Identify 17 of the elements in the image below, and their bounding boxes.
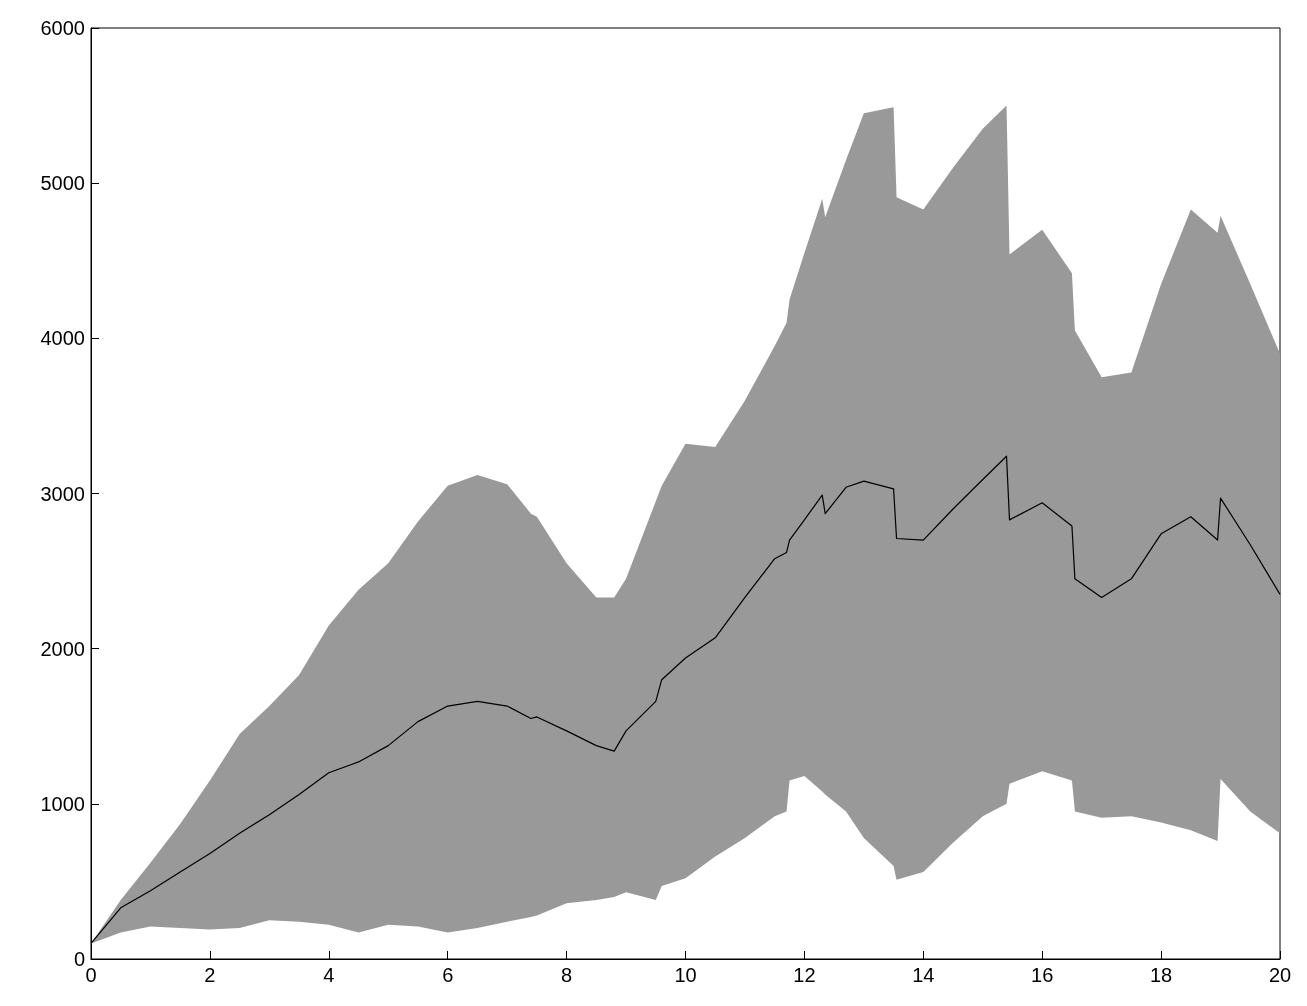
y-tick-label: 0 bbox=[73, 948, 85, 970]
y-tick-label: 1000 bbox=[40, 792, 85, 815]
y-tick-label: 4000 bbox=[40, 327, 85, 350]
y-tick-label: 5000 bbox=[40, 172, 85, 195]
x-tick-label: 14 bbox=[912, 964, 935, 986]
x-tick-label: 2 bbox=[204, 964, 216, 986]
y-tick-label: 3000 bbox=[40, 482, 85, 505]
y-tick-label: 6000 bbox=[40, 17, 85, 39]
x-tick-label: 4 bbox=[323, 964, 335, 986]
x-tick-label: 18 bbox=[1149, 964, 1173, 986]
x-tick-label: 8 bbox=[561, 964, 573, 986]
x-tick-label: 12 bbox=[793, 964, 816, 986]
x-tick-label: 10 bbox=[674, 964, 697, 986]
x-tick-label: 20 bbox=[1268, 964, 1292, 986]
y-tick-label: 2000 bbox=[40, 637, 85, 660]
x-tick-label: 16 bbox=[1031, 964, 1054, 986]
x-tick-label: 6 bbox=[442, 964, 454, 986]
